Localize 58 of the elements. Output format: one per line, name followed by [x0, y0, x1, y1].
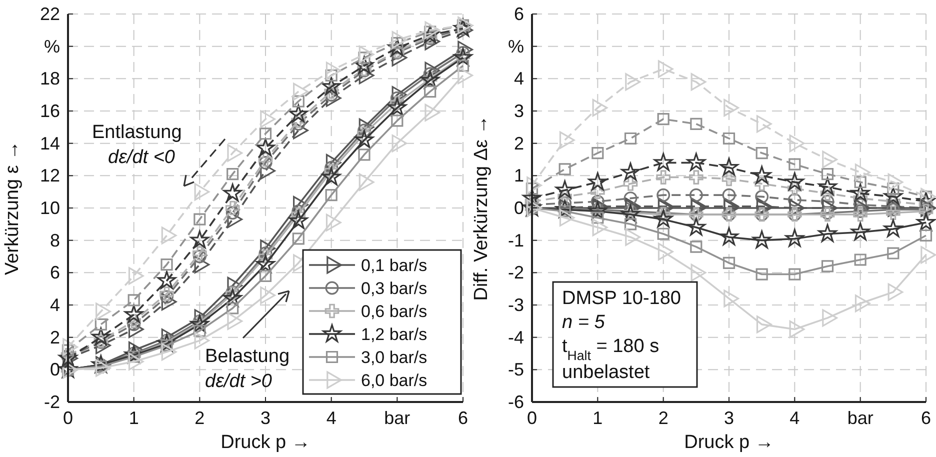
y-tick-label: 6	[514, 4, 524, 24]
y-tick-label: 4	[50, 295, 60, 315]
x-axis-title: Druck p →	[220, 432, 310, 453]
annotation: dε/dt <0	[108, 147, 176, 168]
y-tick-label: 16	[40, 101, 60, 121]
x-tick-label: 6	[920, 408, 932, 428]
annotation: t$_{Halt}$ = 180 s	[562, 336, 660, 362]
annotation: dε/dt >0	[205, 371, 272, 392]
x-tick-label: 1	[128, 408, 139, 428]
x-tick-label: 1	[592, 408, 603, 428]
y-tick-label: -2	[44, 392, 60, 412]
y-tick-label: 2	[514, 133, 524, 154]
x-tick-label: 2	[194, 408, 205, 428]
y-tick-label: -5	[508, 360, 524, 380]
y-tick-label: 6	[50, 262, 60, 283]
y-tick-label: 3	[514, 101, 524, 121]
y-axis-title: Diff. Verkürzung Δε →	[471, 115, 492, 301]
y-axis-title: Verkürzung ε →	[2, 140, 23, 276]
x-tick-label: 4	[790, 408, 800, 428]
x-tick-label: 0	[62, 408, 74, 428]
x-tick-label: 4	[326, 408, 336, 428]
x-tick-label: bar	[384, 408, 410, 428]
y-tick-label: 4	[514, 68, 524, 89]
y-tick-label: -4	[508, 327, 524, 348]
y-tick-label: -3	[508, 295, 524, 315]
y-tick-label: 12	[40, 166, 60, 186]
legend-label: 0,1 bar/s	[361, 256, 428, 275]
legend-label: 3,0 bar/s	[361, 348, 428, 367]
y-tick-label: 14	[40, 133, 60, 154]
y-tick-label: 22	[40, 4, 60, 24]
x-tick-label: 0	[526, 408, 538, 428]
y-tick-label: %	[44, 36, 60, 56]
x-tick-label: 3	[260, 408, 271, 428]
y-tick-label: %	[508, 36, 524, 56]
legend-label: 1,2 bar/s	[361, 325, 428, 344]
annotation: DMSP 10-180	[562, 288, 681, 309]
x-axis-title: Druck p →	[684, 432, 774, 453]
y-tick-label: -6	[508, 392, 524, 412]
y-tick-label: 18	[40, 68, 60, 89]
x-tick-label: 6	[458, 408, 468, 428]
x-tick-label: 2	[658, 408, 668, 428]
annotation: unbelastet	[562, 362, 650, 383]
y-tick-label: 1	[514, 166, 524, 186]
y-tick-label: 0	[50, 360, 60, 380]
y-tick-label: -2	[508, 262, 524, 283]
legend-label: 6,0 bar/s	[361, 371, 428, 390]
y-tick-label: 2	[50, 327, 60, 348]
legend-label: 0,6 bar/s	[361, 302, 428, 321]
y-tick-label: 0	[514, 198, 524, 218]
annotation: Entlastung	[92, 122, 182, 143]
legend-label: 0,3 bar/s	[361, 279, 428, 298]
y-tick-label: 8	[50, 230, 60, 250]
annotation: n = 5	[562, 312, 606, 333]
x-tick-label: bar	[847, 408, 874, 428]
y-tick-label: 10	[40, 198, 60, 218]
y-tick-label: -1	[508, 230, 524, 250]
x-tick-label: 3	[724, 408, 734, 428]
annotation: Belastung	[205, 346, 290, 367]
